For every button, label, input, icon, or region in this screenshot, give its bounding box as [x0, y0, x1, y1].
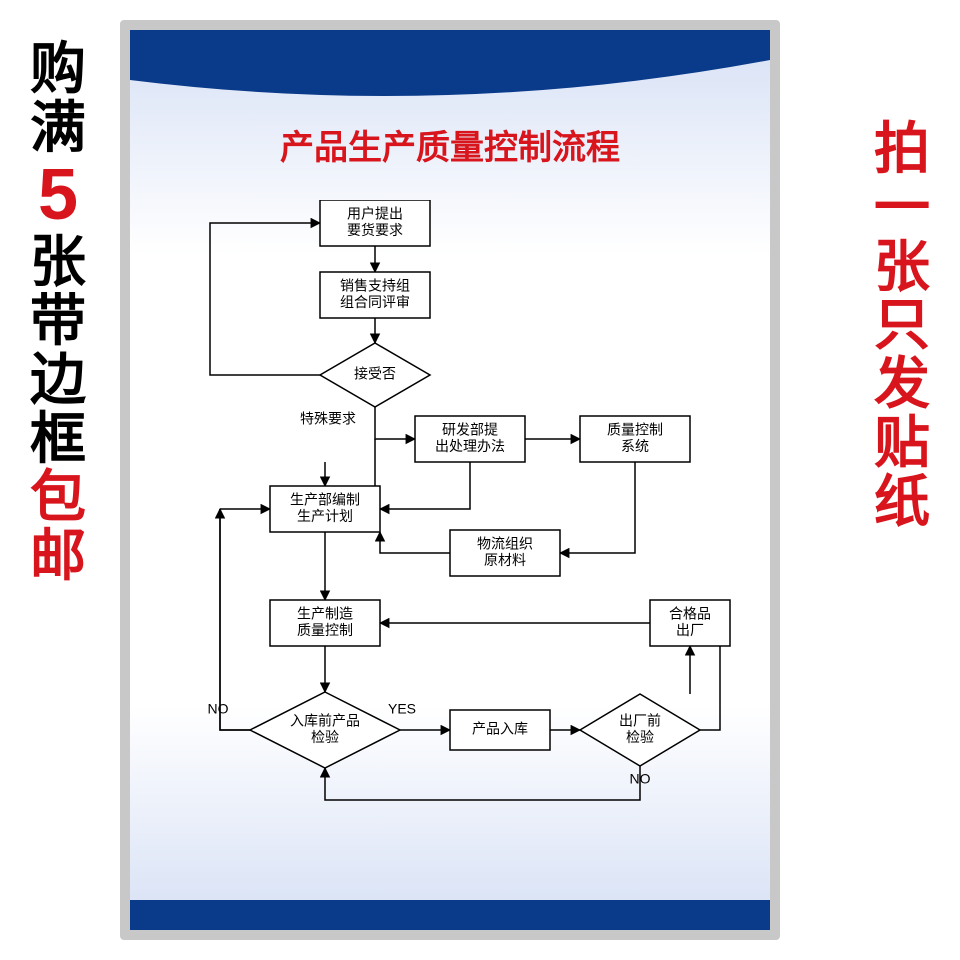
poster-bottom-bar: [130, 900, 770, 930]
flow-edge: [375, 407, 415, 439]
flow-node-label: NO: [630, 771, 651, 787]
promo-char: 纸: [872, 473, 932, 532]
flow-node-label: 合格品: [669, 606, 711, 622]
flow-node-label: 入库前产品: [290, 713, 360, 729]
flow-node-label: 物流组织: [477, 536, 533, 552]
flow-node-label: 质量控制: [297, 622, 353, 638]
poster-top-curve: [130, 30, 770, 100]
flow-node-label: 出厂前: [619, 713, 661, 729]
flow-node-label: 生产制造: [297, 606, 353, 622]
promo-char: 带: [28, 292, 88, 351]
promo-char: 满: [28, 99, 88, 158]
flow-node-label: 销售支持组: [340, 278, 410, 294]
right-promo-text: 拍一张只发贴纸: [872, 120, 932, 532]
promo-char: 张: [28, 233, 88, 292]
left-promo-text: 购满5张带边框包邮: [28, 40, 88, 586]
flow-node-label: 质量控制: [607, 422, 663, 438]
promo-char: 贴: [872, 414, 932, 473]
promo-char: 一: [872, 179, 932, 238]
flow-edge: [220, 509, 250, 730]
flow-edge: [325, 766, 640, 800]
flow-node-label: YES: [388, 701, 416, 717]
flow-node-label: 系统: [621, 438, 649, 454]
flow-node-label: 用户提出: [347, 206, 403, 222]
flow-edge: [380, 532, 450, 553]
flow-node-label: 原材料: [484, 552, 526, 568]
promo-char: 购: [28, 40, 88, 99]
promo-char: 框: [28, 410, 88, 469]
flow-node-label: NO: [208, 701, 229, 717]
promo-char: 只: [872, 296, 932, 355]
promo-char: 发: [872, 355, 932, 414]
flow-node-label: 产品入库: [472, 721, 528, 737]
flow-node-label: 研发部提: [442, 422, 498, 438]
promo-char: 拍: [872, 120, 932, 179]
flow-node-label: 特殊要求: [300, 411, 356, 427]
flow-node-label: 组合同评审: [340, 294, 410, 310]
promo-char: 包: [28, 468, 88, 527]
promo-char: 边: [28, 351, 88, 410]
promo-char: 张: [872, 238, 932, 297]
flowchart-area: 用户提出要货要求销售支持组组合同评审接受否特殊要求研发部提出处理办法质量控制系统…: [150, 200, 750, 880]
flow-node-label: 生产计划: [297, 508, 353, 524]
flow-edge: [560, 462, 635, 553]
flow-node-label: 检验: [626, 729, 654, 745]
flow-node-label: 出处理办法: [435, 438, 505, 454]
flow-edge: [210, 223, 320, 375]
flow-node-label: 出厂: [676, 622, 704, 638]
promo-char: 邮: [28, 527, 88, 586]
flow-node-label: 生产部编制: [290, 492, 360, 508]
flow-node-label: 接受否: [354, 366, 396, 382]
poster-title: 产品生产质量控制流程: [130, 120, 770, 169]
flow-edge: [380, 462, 470, 509]
flow-node-label: 要货要求: [347, 222, 403, 238]
flow-edge: [220, 509, 250, 730]
promo-char: 5: [28, 158, 88, 234]
poster-frame: 产品生产质量控制流程 用户提出要货要求销售支持组组合同评审接受否特殊要求研发部提…: [120, 20, 780, 940]
flow-node-label: 检验: [311, 729, 339, 745]
